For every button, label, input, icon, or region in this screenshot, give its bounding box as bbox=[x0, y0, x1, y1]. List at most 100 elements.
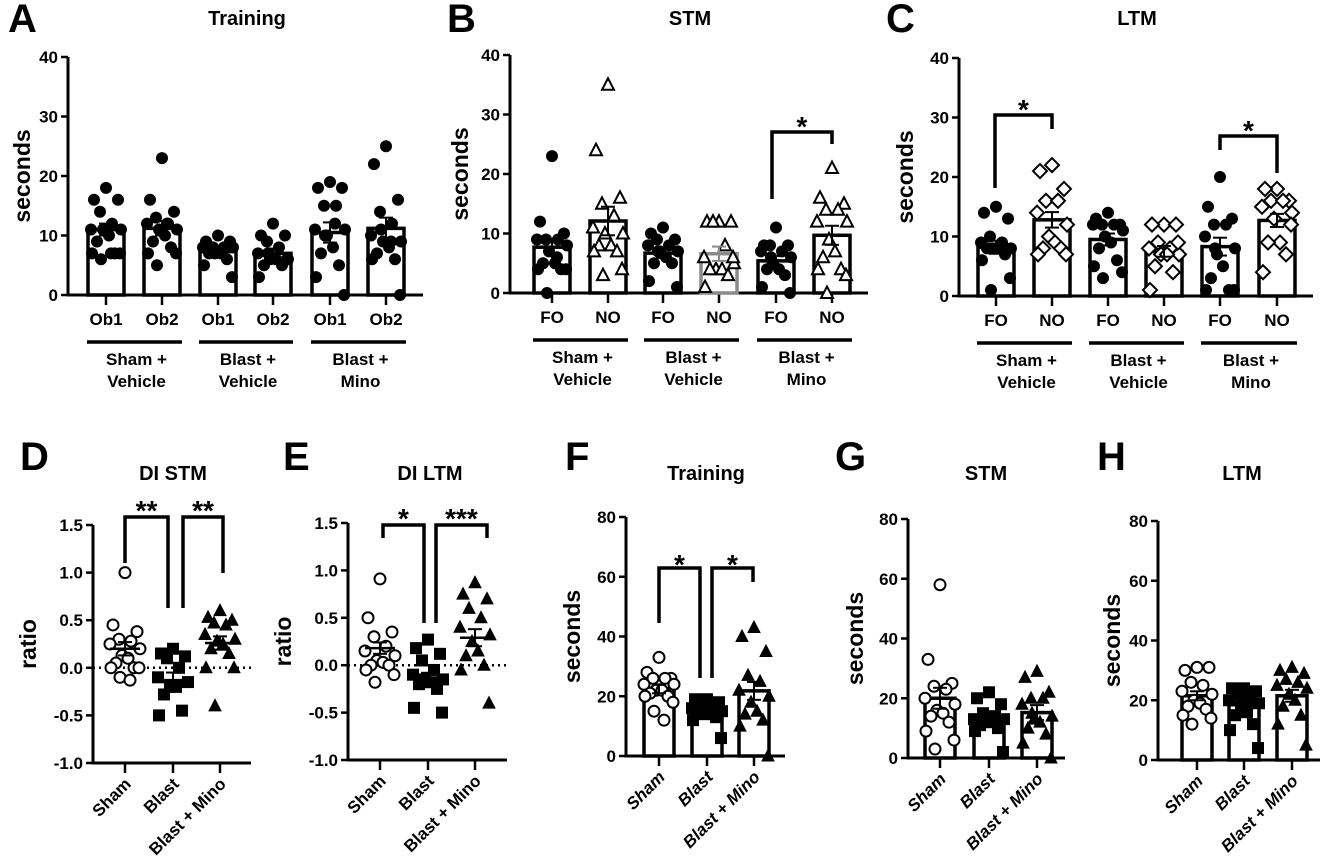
x-tick-label: Blast bbox=[1211, 770, 1255, 814]
filled-circle-point bbox=[1002, 212, 1014, 225]
filled-circle-point bbox=[281, 253, 293, 266]
open-circle-point bbox=[936, 706, 950, 720]
series-blast-vehicle-fo bbox=[642, 221, 684, 295]
group-label: Vehicle bbox=[107, 372, 166, 391]
group-label: Blast + bbox=[1110, 351, 1166, 370]
filled-triangle-point bbox=[227, 660, 241, 674]
filled-triangle-point bbox=[225, 612, 239, 626]
group-label: Mino bbox=[1231, 373, 1271, 392]
open-diamond-point bbox=[1028, 204, 1046, 222]
open-circle-point bbox=[942, 715, 956, 729]
open-triangle-point bbox=[809, 212, 825, 228]
filled-triangle-point bbox=[482, 695, 496, 709]
series-blast-mino bbox=[732, 619, 776, 762]
filled-square-point bbox=[436, 706, 448, 719]
open-circle-point bbox=[947, 733, 961, 747]
series-blast-mino-no bbox=[1253, 180, 1301, 298]
filled-circle-point bbox=[338, 289, 350, 301]
filled-circle-point bbox=[86, 247, 98, 260]
series-blast-vehicle-ob2 bbox=[252, 217, 294, 297]
open-circle-point bbox=[1205, 687, 1219, 701]
x-tick-label: NO bbox=[1151, 311, 1177, 330]
filled-circle-point bbox=[261, 235, 273, 248]
filled-circle-point bbox=[541, 287, 553, 299]
open-circle-point bbox=[924, 709, 938, 723]
significance-bracket bbox=[123, 515, 170, 608]
filled-circle-point bbox=[1205, 272, 1217, 285]
open-circle-point bbox=[666, 695, 680, 709]
filled-triangle-point bbox=[1297, 665, 1311, 679]
filled-triangle-point bbox=[1291, 674, 1305, 688]
series-blast bbox=[1223, 682, 1265, 762]
y-tick-label: 0 bbox=[607, 747, 616, 766]
filled-circle-point bbox=[333, 259, 345, 272]
x-tick-label: FO bbox=[764, 308, 788, 327]
y-axis-label: ratio bbox=[270, 617, 296, 667]
filled-circle-point bbox=[395, 235, 407, 248]
series-blast bbox=[407, 633, 449, 719]
filled-square-point bbox=[710, 711, 722, 724]
filled-triangle-point bbox=[756, 712, 770, 726]
open-circle-point bbox=[118, 566, 132, 580]
filled-circle-point bbox=[1209, 242, 1221, 255]
filled-circle-point bbox=[394, 289, 406, 301]
panel-letter: A bbox=[8, 0, 37, 41]
filled-triangle-point bbox=[1036, 690, 1050, 704]
series-blast-mino-ob1 bbox=[309, 175, 351, 301]
open-circle-point bbox=[637, 677, 651, 691]
filled-circle-point bbox=[366, 253, 378, 266]
y-tick-label: 1.5 bbox=[59, 516, 83, 535]
open-circle-point bbox=[1176, 708, 1190, 722]
y-tick-label: 80 bbox=[597, 508, 616, 527]
filled-triangle-point bbox=[1270, 677, 1284, 691]
filled-circle-point bbox=[336, 181, 348, 194]
open-triangle-point bbox=[839, 212, 855, 228]
open-triangle-point bbox=[723, 212, 739, 228]
y-tick-label: 1.0 bbox=[314, 561, 338, 580]
filled-square-point bbox=[969, 725, 981, 738]
open-diamond-point bbox=[1043, 156, 1061, 174]
open-circle-point bbox=[367, 630, 381, 644]
filled-circle-point bbox=[1087, 218, 1099, 231]
open-circle-point bbox=[647, 704, 661, 718]
open-circle-point bbox=[919, 724, 933, 738]
filled-circle-point bbox=[560, 263, 572, 276]
filled-triangle-point bbox=[1276, 698, 1290, 712]
open-circle-point bbox=[361, 611, 375, 625]
panel-c: C LTM seconds 0 10 20 30 40 FO NO FO NO FO NO Sham + Ve… bbox=[886, 0, 1313, 392]
open-diamond-point bbox=[1282, 216, 1300, 234]
filled-circle-point bbox=[1229, 242, 1241, 255]
filled-circle-point bbox=[310, 271, 322, 284]
open-diamond-point bbox=[1253, 198, 1271, 216]
filled-circle-point bbox=[1214, 171, 1226, 183]
filled-circle-point bbox=[666, 257, 678, 270]
significance-marker: * bbox=[797, 111, 808, 142]
filled-circle-point bbox=[115, 223, 127, 236]
significance-marker: * bbox=[674, 549, 685, 580]
significance-marker: ** bbox=[136, 495, 158, 526]
open-diamond-point bbox=[1140, 239, 1158, 257]
filled-circle-point bbox=[1202, 200, 1214, 213]
open-circle-point bbox=[652, 650, 666, 664]
filled-circle-point bbox=[94, 205, 106, 218]
filled-triangle-point bbox=[1025, 705, 1039, 719]
y-tick-label: 0 bbox=[1139, 751, 1148, 770]
filled-triangle-point bbox=[1015, 696, 1029, 710]
filled-circle-point bbox=[227, 241, 239, 254]
open-triangle-point bbox=[697, 278, 713, 294]
filled-square-point bbox=[408, 701, 420, 714]
x-tick-label: Blast bbox=[395, 771, 438, 814]
y-axis-label: seconds bbox=[447, 127, 473, 220]
filled-circle-point bbox=[531, 233, 543, 246]
open-triangle-point bbox=[600, 76, 616, 91]
open-circle-point bbox=[387, 668, 401, 682]
open-diamond-point bbox=[1268, 180, 1286, 198]
filled-triangle-point bbox=[219, 617, 233, 631]
open-circle-point bbox=[667, 677, 681, 691]
y-tick-label: 0.5 bbox=[59, 611, 83, 630]
filled-triangle-point bbox=[733, 718, 747, 732]
filled-triangle-point bbox=[462, 600, 476, 614]
open-triangle-point bbox=[827, 242, 843, 258]
x-tick-label: Ob2 bbox=[145, 310, 178, 329]
filled-circle-point bbox=[1116, 266, 1128, 279]
